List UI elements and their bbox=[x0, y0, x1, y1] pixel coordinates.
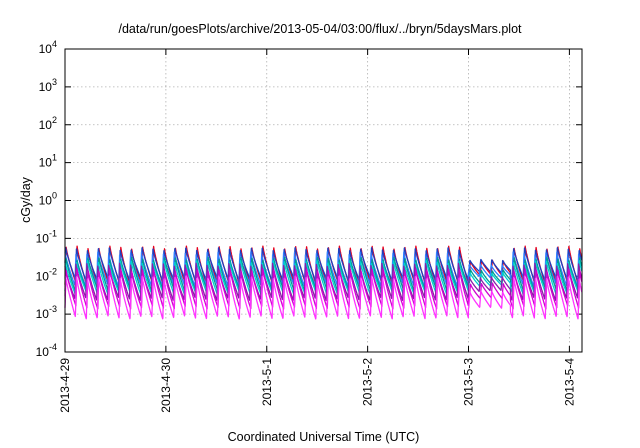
x-tick-label: 2013-4-29 bbox=[58, 358, 72, 413]
y-tick-label: 104 bbox=[39, 39, 57, 56]
x-tick-label: 2013-5-4 bbox=[562, 358, 576, 406]
plot-frame bbox=[64, 48, 583, 353]
y-tick-label: 10-4 bbox=[36, 342, 57, 359]
y-tick-label: 101 bbox=[39, 153, 57, 170]
x-tick-label: 2013-5-2 bbox=[361, 358, 375, 406]
x-tick-label: 2013-5-1 bbox=[260, 358, 274, 406]
y-tick-label: 103 bbox=[39, 77, 57, 94]
chart-title: /data/run/goesPlots/archive/2013-05-04/0… bbox=[118, 22, 522, 36]
y-tick-label: 10-2 bbox=[36, 266, 57, 283]
x-tick-label: 2013-4-30 bbox=[159, 358, 173, 413]
series-line bbox=[64, 262, 583, 301]
series-line bbox=[64, 268, 583, 310]
x-tick-label: 2013-5-3 bbox=[462, 358, 476, 406]
y-tick-label: 10-3 bbox=[36, 304, 57, 321]
x-axis-label: Coordinated Universal Time (UTC) bbox=[227, 430, 420, 444]
y-tick-label: 100 bbox=[39, 191, 57, 208]
y-tick-label: 10-1 bbox=[36, 228, 57, 245]
y-tick-label: 102 bbox=[39, 115, 57, 132]
series-line bbox=[64, 275, 583, 320]
